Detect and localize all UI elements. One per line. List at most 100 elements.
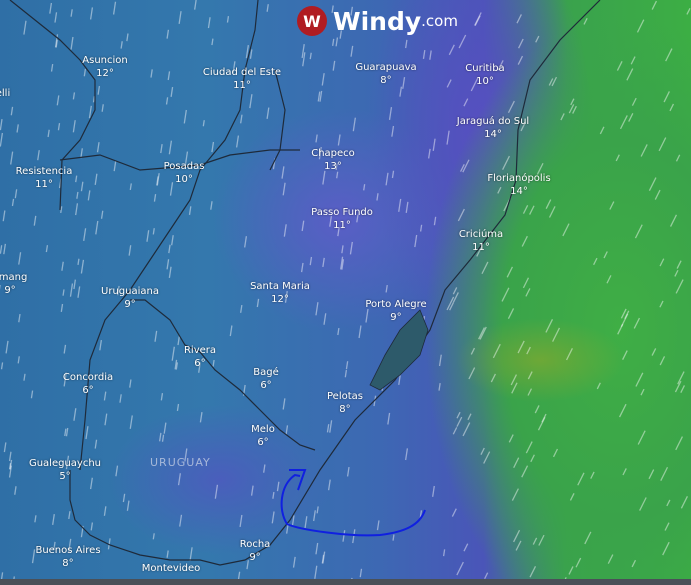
wind-particle (337, 327, 340, 336)
city-label[interactable]: Rivera 6° (184, 344, 216, 370)
city-label[interactable]: Resistencia 11° (16, 165, 73, 191)
wind-particle (95, 220, 99, 235)
wind-particle (456, 416, 463, 427)
wind-particle (570, 98, 575, 106)
wind-particle (103, 506, 107, 516)
city-temperature: 9° (124, 299, 136, 310)
wind-particle (332, 60, 336, 71)
city-temperature: 8° (339, 404, 351, 415)
wind-particle (680, 495, 688, 509)
wind-particle (513, 529, 521, 543)
wind-particle (183, 109, 187, 124)
border (59, 149, 300, 171)
wind-particle (321, 73, 325, 86)
city-label[interactable]: Passo Fundo 11° (311, 206, 373, 232)
city-temperature: 6° (260, 380, 272, 391)
city-label[interactable]: Montevideo (142, 562, 200, 575)
city-label[interactable]: Rocha 9° (240, 538, 271, 564)
city-label[interactable]: Santa Maria 12° (250, 280, 310, 306)
city-label[interactable]: Buenos Aires 8° (35, 544, 100, 570)
wind-particle (593, 257, 598, 266)
wind-particle (633, 317, 641, 329)
wind-particle (527, 388, 533, 396)
wind-particle (166, 259, 170, 270)
city-label[interactable]: Criciúma 11° (459, 228, 503, 254)
wind-particle (60, 206, 63, 214)
city-temperature: 6° (257, 437, 269, 448)
wind-particle (456, 411, 461, 419)
city-label[interactable]: Florianópolis 14° (487, 172, 550, 198)
wind-particle (327, 479, 331, 491)
wind-particle (47, 129, 50, 138)
wind-particle (480, 447, 485, 455)
brand-tld: .com (421, 12, 458, 30)
city-label[interactable]: Curitiba 10° (465, 62, 504, 88)
city-label[interactable]: omang 9° (0, 271, 27, 297)
wind-particle (322, 551, 326, 564)
wind-particle (5, 340, 9, 354)
wind-particle (107, 538, 111, 550)
wind-particle (178, 11, 182, 24)
wind-particle (339, 30, 343, 39)
wind-particle (675, 279, 684, 294)
wind-particle (302, 52, 306, 67)
wind-particle (165, 97, 169, 105)
windy-logo[interactable]: W Windy .com (297, 6, 458, 36)
wind-particle (85, 426, 89, 440)
city-name: Jaraguá do Sul (456, 116, 530, 127)
wind-particle (521, 465, 529, 478)
wind-particle (637, 430, 646, 445)
wind-particle (548, 78, 554, 86)
wind-particle (272, 491, 275, 499)
wind-particle (244, 236, 248, 248)
city-label[interactable]: Melo 6° (251, 423, 275, 449)
wind-particle (292, 556, 296, 568)
wind-particle (163, 422, 167, 434)
wind-particle (207, 17, 211, 29)
wind-particle (515, 540, 522, 551)
wind-particle (663, 91, 670, 103)
wind-particle (660, 466, 669, 481)
wind-particle (479, 326, 487, 340)
wind-particle (62, 289, 65, 296)
wind-particle (309, 256, 313, 266)
wind-particle (112, 1, 117, 15)
wind-particle (31, 549, 36, 564)
wind-particle (226, 15, 230, 23)
wind-particle (619, 115, 628, 130)
wind-particle (194, 0, 197, 10)
wind-particle (665, 48, 673, 62)
wind-particle (449, 302, 454, 311)
wind-particle (545, 319, 554, 333)
city-label[interactable]: Guarapuava 8° (355, 61, 416, 87)
city-name: Santa Maria (250, 281, 310, 292)
city-label[interactable]: elli (0, 87, 10, 100)
city-label[interactable]: Bagé 6° (253, 366, 279, 392)
wind-particle (115, 465, 119, 477)
wind-particle (314, 565, 318, 579)
city-label[interactable]: Ciudad del Este 11° (203, 66, 281, 92)
country-label: URUGUAY (150, 456, 211, 469)
wind-particle (352, 529, 356, 544)
wind-particle (50, 63, 54, 72)
wind-particle (34, 515, 37, 523)
city-label[interactable]: Jaraguá do Sul 14° (457, 115, 529, 141)
wind-particle (72, 120, 76, 133)
city-label[interactable]: Uruguaiana 9° (101, 285, 159, 311)
wind-particle (631, 97, 637, 106)
wind-particle (478, 327, 485, 340)
wind-particle (60, 303, 64, 312)
city-label[interactable]: Pelotas 8° (327, 390, 363, 416)
wind-particle (283, 224, 287, 237)
city-label[interactable]: Chapeco 13° (311, 147, 355, 173)
city-name: elli (0, 88, 11, 99)
city-label[interactable]: Posadas 10° (164, 160, 205, 186)
city-label[interactable]: Porto Alegre 9° (365, 298, 426, 324)
city-label[interactable]: Concordia 6° (63, 371, 113, 397)
city-label[interactable]: Gualeguaychu 5° (29, 457, 101, 483)
wind-particle (659, 356, 666, 366)
city-label[interactable]: Asuncion 12° (82, 54, 127, 80)
wind-particle (232, 61, 236, 73)
